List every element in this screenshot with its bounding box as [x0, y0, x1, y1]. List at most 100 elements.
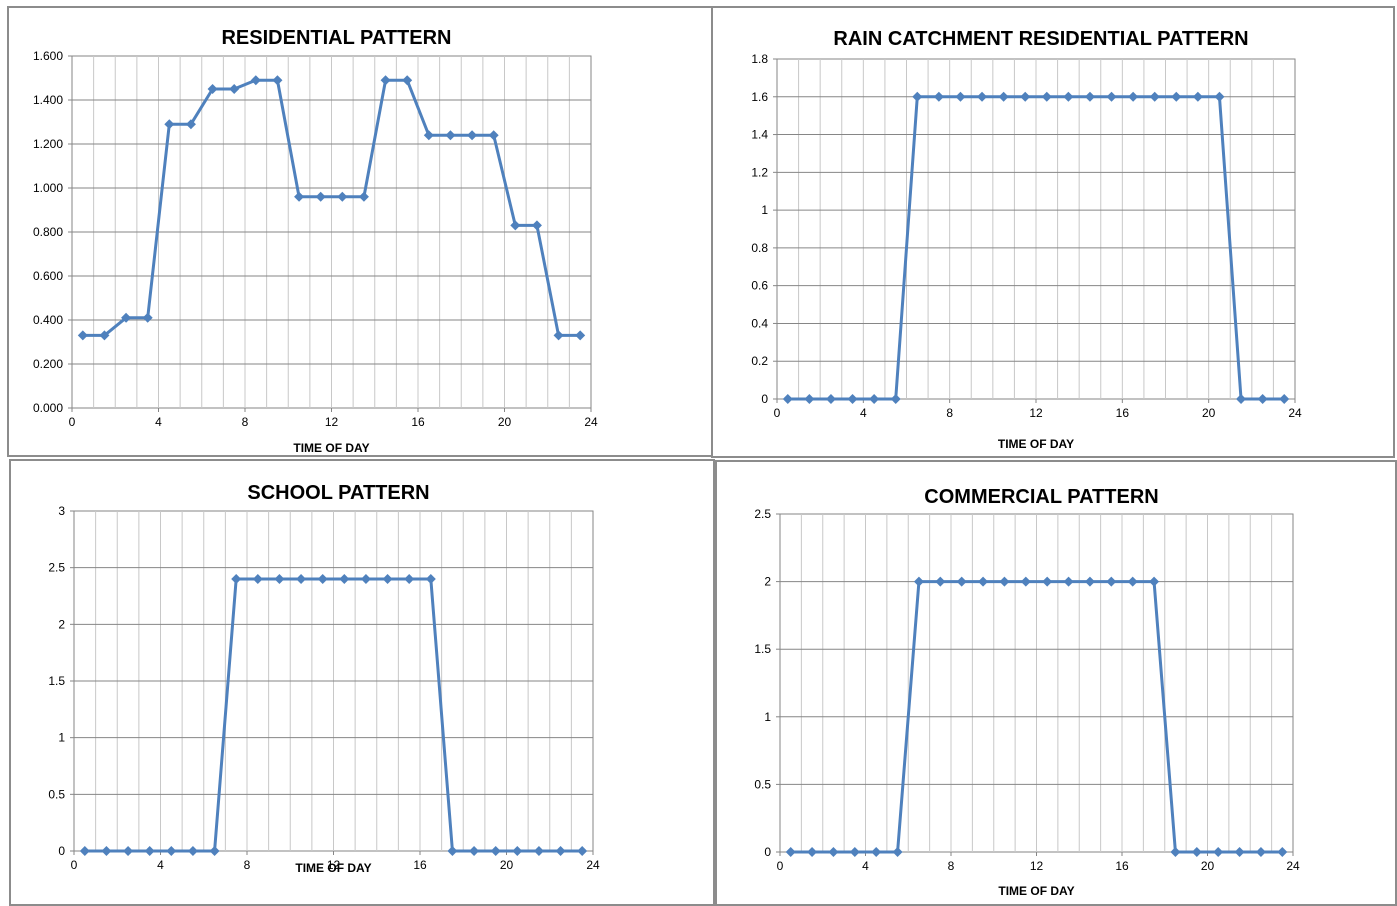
data-point-marker	[1234, 847, 1245, 857]
data-point-marker	[402, 75, 413, 86]
data-point-marker	[553, 330, 564, 341]
data-point-marker	[1063, 91, 1074, 102]
x-tick-label: 24	[586, 858, 600, 872]
data-point-marker	[1084, 576, 1095, 587]
y-tick-label: 2	[764, 575, 771, 589]
data-point-marker	[77, 330, 88, 341]
y-tick-label: 0	[761, 392, 768, 406]
x-tick-label: 12	[325, 415, 339, 429]
y-tick-label: 0.8	[751, 241, 768, 255]
y-tick-label: 0.5	[754, 777, 771, 791]
y-tick-label: 1	[761, 203, 768, 217]
data-point-marker	[142, 312, 153, 323]
data-point-marker	[123, 846, 134, 856]
data-point-marker	[1277, 847, 1288, 857]
data-point-marker	[274, 574, 285, 584]
data-point-marker	[575, 330, 586, 341]
data-point-marker	[849, 847, 860, 857]
data-point-marker	[99, 330, 110, 341]
chart-title: SCHOOL PATTERN	[247, 482, 429, 504]
data-point-marker	[1236, 394, 1247, 404]
y-tick-label: 1.4	[751, 128, 768, 142]
rain-catchment-residential-pattern-chart: 0 0.2 0.4 0.6 0.8 1 1.2 1.4 1.6 1.8 0 4 8 12 16 20 24 RAI…	[711, 6, 1395, 458]
chart-svg: 0 0.5 1 1.5 2 2.5 3 0 4 8 12 16 20 24 SCHOOL PATTERN TI…	[48, 482, 600, 875]
data-point-marker	[1128, 91, 1139, 102]
data-point-marker	[231, 574, 242, 584]
data-point-marker	[533, 846, 544, 856]
data-point-marker	[892, 847, 903, 857]
data-point-marker	[999, 576, 1010, 587]
chart-title: COMMERCIAL PATTERN	[924, 486, 1158, 508]
y-tick-label: 2.5	[48, 561, 65, 575]
data-point-marker	[828, 847, 839, 857]
data-point-marker	[1020, 576, 1031, 587]
y-tick-label: 1.8	[751, 52, 768, 66]
data-point-marker	[252, 574, 263, 584]
x-tick-label: 20	[1202, 406, 1216, 420]
y-tick-label: 0.600	[33, 269, 63, 283]
y-tick-label: 0.400	[33, 313, 63, 327]
data-point-marker	[956, 576, 967, 587]
data-point-marker	[1257, 394, 1268, 404]
data-point-marker	[871, 847, 882, 857]
data-point-marker	[1170, 847, 1181, 857]
data-point-marker	[467, 130, 478, 141]
data-point-marker	[1020, 91, 1031, 102]
data-point-marker	[1149, 576, 1160, 587]
data-point-marker	[890, 394, 901, 404]
x-tick-label: 16	[1115, 859, 1129, 873]
y-tick-label: 1.6	[751, 90, 768, 104]
x-tick-label: 16	[411, 415, 425, 429]
data-point-marker	[912, 91, 923, 102]
data-point-marker	[782, 394, 793, 404]
data-point-marker	[1149, 91, 1160, 102]
data-point-marker	[445, 130, 456, 141]
data-point-marker	[337, 191, 348, 202]
data-point-marker	[469, 846, 480, 856]
data-point-marker	[785, 847, 796, 857]
y-tick-label: 2.5	[754, 507, 771, 521]
y-tick-label: 1.400	[33, 93, 63, 107]
data-point-marker	[166, 846, 177, 856]
x-tick-label: 12	[327, 858, 341, 872]
x-axis-label: TIME OF DAY	[295, 861, 371, 875]
x-tick-label: 0	[774, 406, 781, 420]
x-axis-label: TIME OF DAY	[998, 884, 1074, 898]
series-line	[82, 78, 581, 337]
y-tick-label: 3	[58, 504, 65, 518]
data-point-marker	[250, 75, 261, 86]
data-point-marker	[955, 91, 966, 102]
x-tick-label: 12	[1030, 859, 1044, 873]
x-tick-label: 20	[1201, 859, 1215, 873]
data-point-marker	[447, 846, 458, 856]
data-point-marker	[1213, 847, 1224, 857]
data-point-marker	[121, 312, 132, 323]
data-point-marker	[339, 574, 350, 584]
data-point-marker	[404, 574, 415, 584]
x-tick-label: 8	[242, 415, 249, 429]
data-point-marker	[1192, 91, 1203, 102]
school-pattern-chart: 0 0.5 1 1.5 2 2.5 3 0 4 8 12 16 20 24 SCHOOL PATTERN TI…	[9, 459, 715, 906]
y-tick-label: 0	[764, 845, 771, 859]
data-point-marker	[272, 75, 283, 86]
data-point-marker	[1042, 576, 1053, 587]
data-point-marker	[164, 119, 175, 130]
x-tick-label: 4	[157, 858, 164, 872]
x-tick-label: 20	[500, 858, 514, 872]
y-tick-label: 0.000	[33, 401, 63, 415]
data-point-marker	[423, 130, 434, 141]
data-point-marker	[847, 394, 858, 404]
data-point-marker	[185, 119, 196, 130]
y-tick-label: 1.5	[754, 642, 771, 656]
data-point-marker	[933, 91, 944, 102]
data-point-marker	[317, 574, 328, 584]
y-tick-label: 1.200	[33, 137, 63, 151]
data-point-marker	[488, 130, 499, 141]
data-point-marker	[209, 846, 220, 856]
data-point-marker	[229, 84, 240, 94]
chart-svg: 0 0.5 1 1.5 2 2.5 0 4 8 12 16 20 24 COMMERCIAL PATTER…	[754, 486, 1300, 898]
data-point-marker	[510, 220, 521, 231]
data-point-marker	[1214, 91, 1225, 102]
x-tick-label: 24	[1288, 406, 1302, 420]
x-tick-label: 4	[155, 415, 162, 429]
